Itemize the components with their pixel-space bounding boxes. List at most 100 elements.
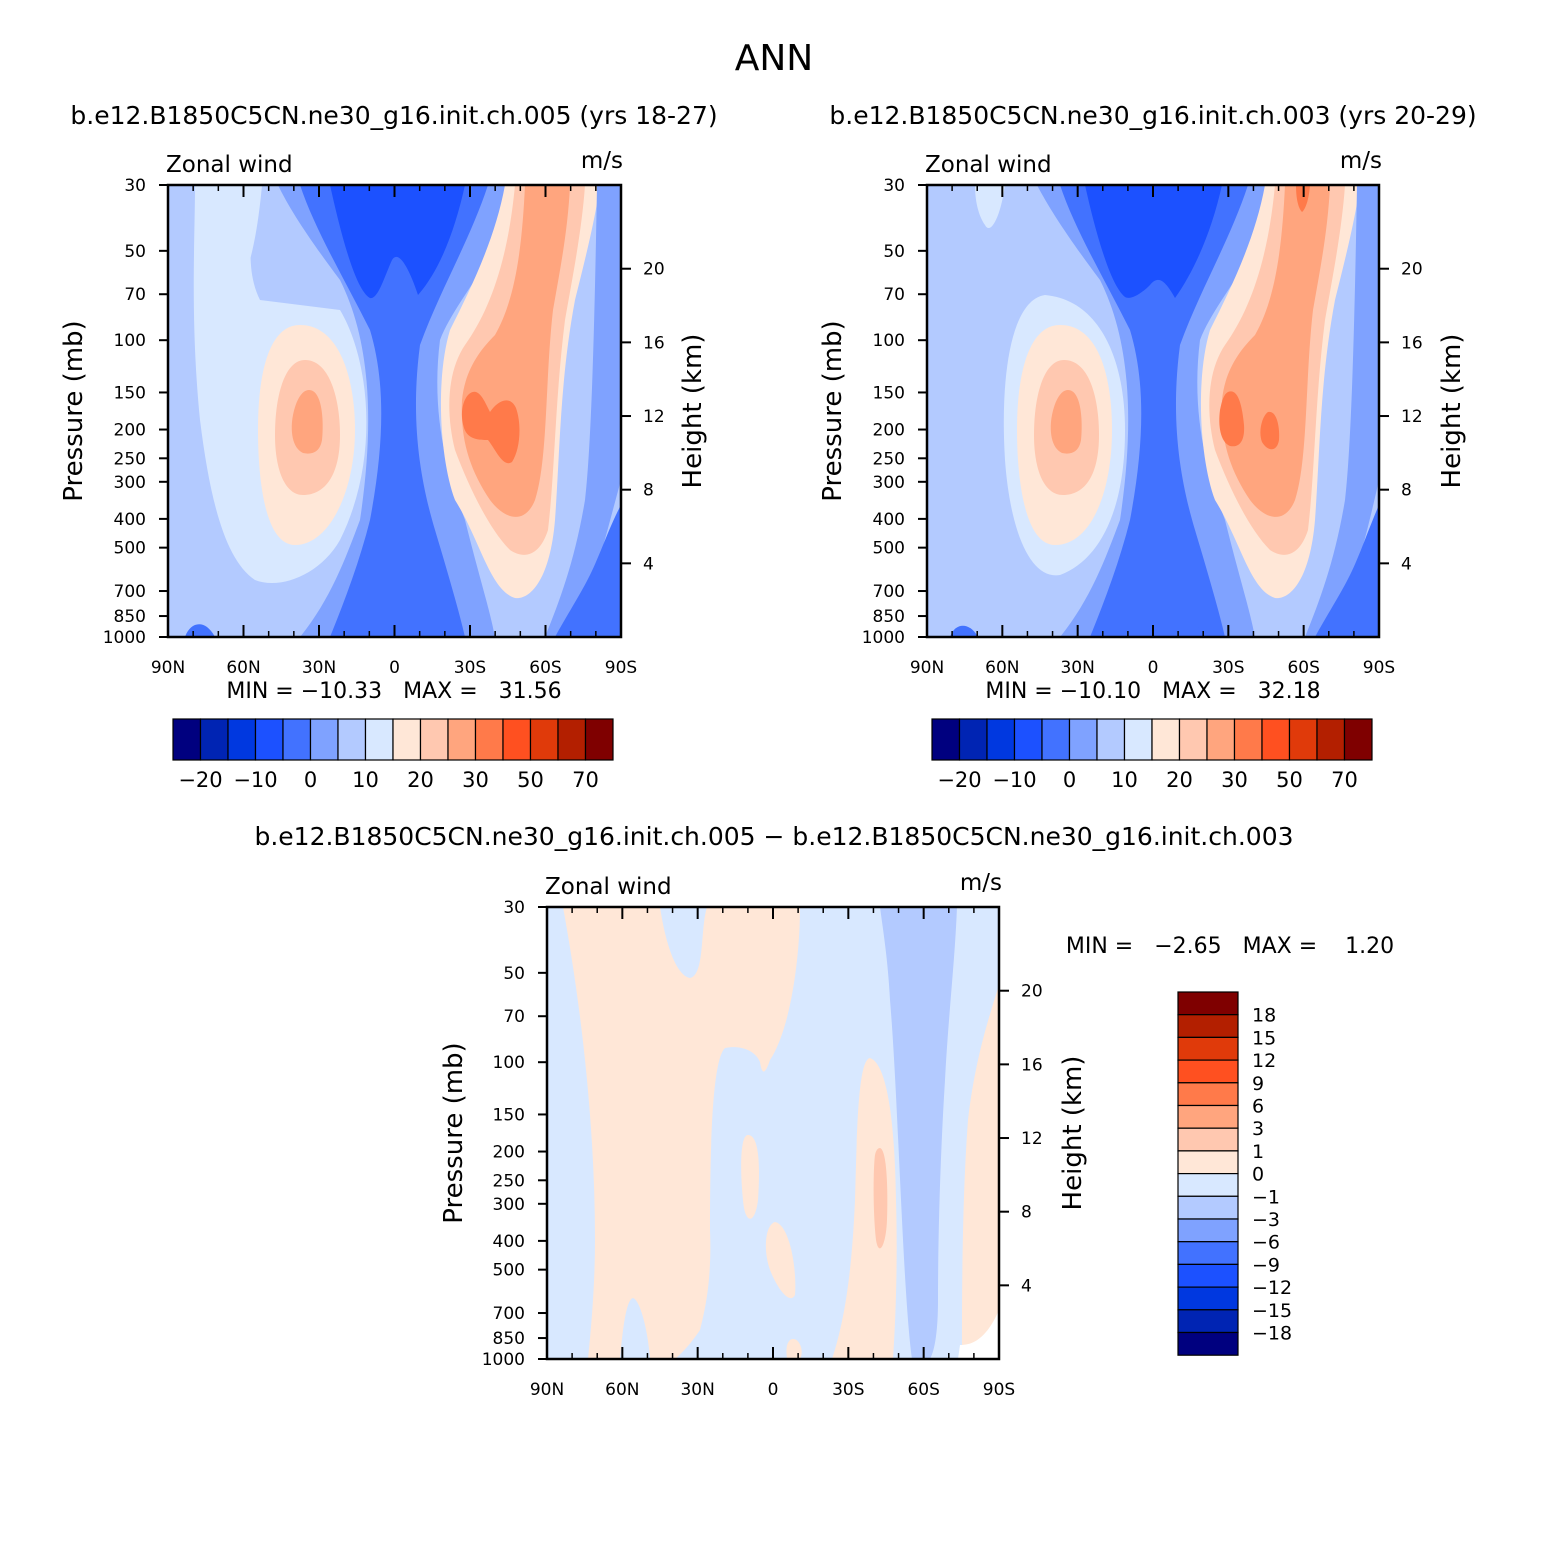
colorbar-swatch <box>1151 718 1181 761</box>
x-tick-label: 30N <box>302 658 336 678</box>
contour-sh-polar-minus10 <box>1315 505 1379 637</box>
y-tick-label: 300 <box>114 473 146 493</box>
colorbar-swatch <box>447 718 477 761</box>
y-tick-label: 250 <box>873 449 905 469</box>
height-tick-label: 8 <box>1021 1203 1032 1223</box>
colorbar-swatch <box>1177 1059 1239 1084</box>
panel-control-ylabel-right: Height (km) <box>1437 334 1467 489</box>
contour-sh-polar-minus10 <box>555 505 621 637</box>
colorbar-swatch <box>474 718 504 761</box>
y-tick-label: 400 <box>493 1232 525 1252</box>
colorbar-swatch <box>1068 718 1098 761</box>
panel-control-title: b.e12.B1850C5CN.ne30_g16.init.ch.003 (yr… <box>829 101 1476 130</box>
contour-eq-minus15 <box>1085 185 1222 298</box>
colorbar-swatch <box>1177 1286 1239 1311</box>
contour-eq-minus15 <box>330 185 465 299</box>
colorbar-swatch <box>1343 718 1373 761</box>
colorbar-swatch <box>254 718 284 761</box>
colorbar-swatch <box>1177 1172 1239 1197</box>
x-tick-label: 60S <box>529 658 561 678</box>
colorbar-label: −15 <box>1252 1300 1292 1322</box>
colorbar-label: 3 <box>1252 1118 1264 1140</box>
colorbar-label: −6 <box>1252 1232 1280 1254</box>
colorbar-label: 20 <box>407 768 434 792</box>
contour-neg-polar <box>880 907 957 1359</box>
panel-test-field <box>168 185 621 637</box>
y-tick-label: 850 <box>873 607 905 627</box>
colorbar-swatch <box>337 718 367 761</box>
colorbar-swatch <box>529 718 559 761</box>
contour-sh-polar-minus5 <box>1305 185 1379 637</box>
height-tick-label: 4 <box>1021 1276 1032 1296</box>
colorbar-label: 6 <box>1252 1096 1264 1118</box>
contour-nh-minus5 <box>975 185 1005 229</box>
colorbar-label: 0 <box>304 768 317 792</box>
contour-pos-polar <box>962 985 999 1349</box>
height-tick-label: 20 <box>1021 982 1043 1002</box>
panel-control: b.e12.B1850C5CN.ne30_g16.init.ch.003 (yr… <box>818 101 1477 792</box>
panel-test-stats: MIN = −10.33 MAX = 31.56 <box>226 679 561 704</box>
contour-pos-sh-jet-1 <box>873 1148 888 1249</box>
contour-nh-minus5-top <box>208 185 262 285</box>
contour-sh-polar-minus5 <box>545 185 621 637</box>
x-tick-label: 90N <box>151 658 185 678</box>
panel-test-ylabel: Pressure (mb) <box>59 320 89 501</box>
y-tick-label: 1000 <box>103 628 146 648</box>
height-tick-label: 16 <box>643 333 665 353</box>
height-tick-label: 4 <box>1401 554 1412 574</box>
y-tick-label: 300 <box>873 473 905 493</box>
y-tick-label: 70 <box>503 1007 525 1027</box>
colorbar-swatch <box>931 718 961 761</box>
colorbar-swatch <box>1177 1036 1239 1061</box>
height-tick-label: 12 <box>1021 1129 1043 1149</box>
panel-test: b.e12.B1850C5CN.ne30_g16.init.ch.005 (yr… <box>59 101 718 792</box>
x-tick-label: 60N <box>985 658 1019 678</box>
contour-sfc-minus10-b <box>420 624 450 637</box>
y-tick-label: 200 <box>873 421 905 441</box>
x-tick-label: 90S <box>1363 658 1395 678</box>
x-tick-label: 90N <box>910 658 944 678</box>
x-tick-label: 60N <box>226 658 260 678</box>
colorbar-swatch <box>282 718 312 761</box>
x-tick-label: 90S <box>983 1380 1015 1400</box>
panel-difference-units: m/s <box>960 870 1002 896</box>
colorbar-swatch <box>1123 718 1153 761</box>
height-tick-label: 16 <box>1401 333 1423 353</box>
colorbar-swatch <box>1177 1014 1239 1039</box>
y-tick-label: 1000 <box>862 628 905 648</box>
colorbar-swatch <box>1177 1104 1239 1129</box>
x-tick-label: 0 <box>1148 658 1159 678</box>
colorbar-swatch <box>1177 1331 1239 1356</box>
x-tick-label: 60S <box>907 1380 939 1400</box>
panel-difference: b.e12.B1850C5CN.ne30_g16.init.ch.005 − b… <box>254 822 1394 1400</box>
height-tick-label: 16 <box>1021 1055 1043 1075</box>
y-tick-label: 400 <box>114 510 146 530</box>
colorbar-swatch <box>1233 718 1263 761</box>
panel-difference-field <box>547 907 999 1359</box>
colorbar-label: −10 <box>233 768 277 792</box>
contour-nh-15 <box>1050 390 1082 454</box>
colorbar-swatch <box>1177 1150 1239 1175</box>
panel-test-title: b.e12.B1850C5CN.ne30_g16.init.ch.005 (yr… <box>70 101 717 130</box>
y-tick-label: 100 <box>114 331 146 351</box>
colorbar-swatch <box>502 718 532 761</box>
colorbar-swatch <box>584 718 614 761</box>
panel-difference-left-label: Zonal wind <box>545 874 672 900</box>
x-tick-label: 30S <box>832 1380 864 1400</box>
colorbar-swatch <box>227 718 257 761</box>
y-tick-label: 70 <box>883 285 905 305</box>
y-tick-label: 30 <box>883 176 905 196</box>
y-tick-label: 1000 <box>482 1350 525 1370</box>
y-tick-label: 200 <box>493 1143 525 1163</box>
colorbar-swatch <box>199 718 229 761</box>
colorbar-label: 30 <box>1221 768 1248 792</box>
colorbar-swatch <box>364 718 394 761</box>
colorbar-label: −10 <box>992 768 1036 792</box>
height-tick-label: 8 <box>643 481 654 501</box>
colorbar-label: 50 <box>1276 768 1303 792</box>
colorbar-swatch <box>1013 718 1043 761</box>
colorbar-swatch <box>1178 718 1208 761</box>
